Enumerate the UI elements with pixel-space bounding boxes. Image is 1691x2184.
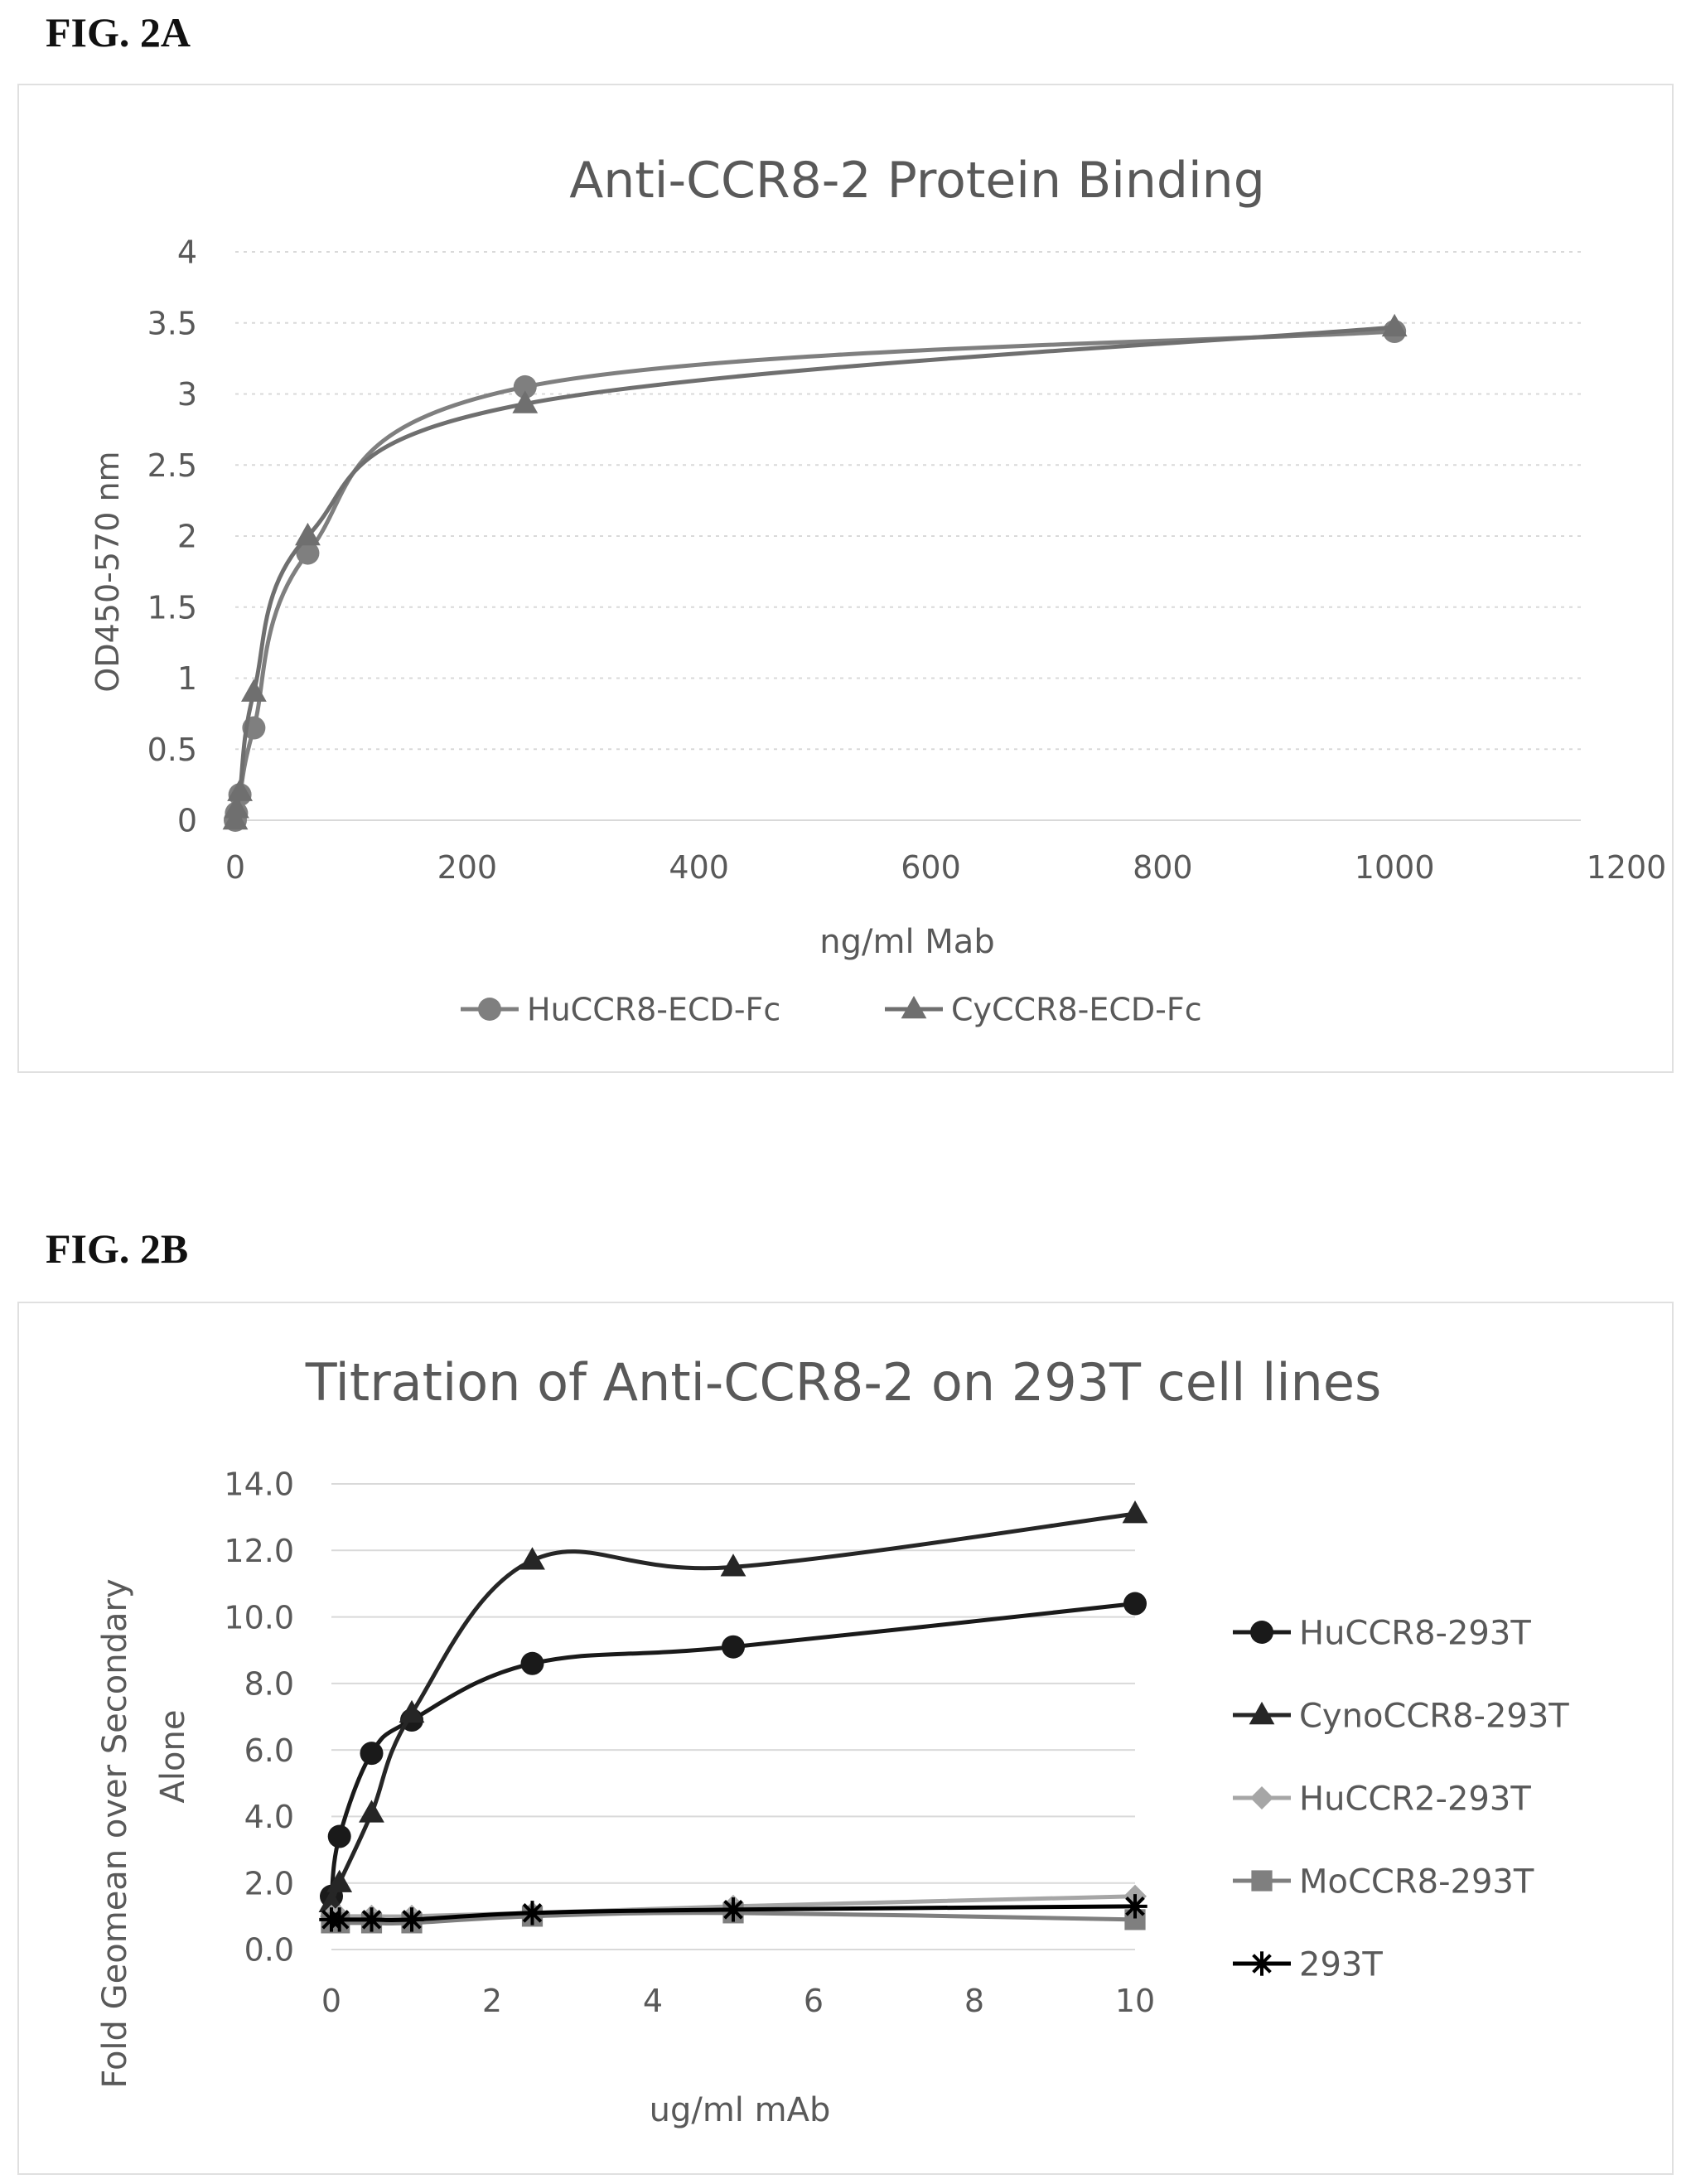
a-y-tick-label: 3 <box>177 376 197 413</box>
a-y-tick-label: 0 <box>177 803 197 839</box>
figure-2a-label: FIG. 2A <box>46 9 191 56</box>
a-legend-marker-huccr8-ecd-fc <box>478 998 501 1021</box>
a-point-cyccr8-ecd-fc <box>512 390 539 413</box>
a-y-tick-label: 2.5 <box>147 447 197 484</box>
a-point-cyccr8-ecd-fc <box>295 522 321 546</box>
chart-2a-ylabel: OD450-570 nm <box>89 451 126 692</box>
figure-2b-label: FIG. 2B <box>46 1225 189 1272</box>
a-y-tick-label: 0.5 <box>147 732 197 768</box>
a-point-cyccr8-ecd-fc <box>223 795 249 819</box>
a-series-line-cyccr8-ecd-fc <box>233 325 1395 821</box>
a-point-huccr8-ecd-fc <box>296 541 320 565</box>
a-y-tick-label: 4 <box>177 234 197 271</box>
a-x-tick-label: 1000 <box>1355 849 1435 886</box>
a-point-cyccr8-ecd-fc <box>227 778 253 801</box>
a-y-tick-label: 1.5 <box>147 589 197 626</box>
chart-2a-border <box>17 84 1674 1073</box>
a-x-tick-label: 600 <box>901 849 961 886</box>
a-y-tick-label: 1 <box>177 660 197 697</box>
chart-2a-title: Anti-CCR8-2 Protein Binding <box>569 152 1265 210</box>
chart-2a-xlabel: ng/ml Mab <box>819 923 994 961</box>
a-x-tick-label: 0 <box>225 849 245 886</box>
a-y-tick-label: 2 <box>177 519 197 555</box>
a-point-cyccr8-ecd-fc <box>222 806 249 830</box>
a-point-cyccr8-ecd-fc <box>240 679 267 702</box>
a-x-tick-label: 400 <box>669 849 729 886</box>
a-series-line-huccr8-ecd-fc <box>233 329 1395 821</box>
a-legend-label-cyccr8-ecd-fc: CyCCR8-ECD-Fc <box>951 992 1202 1028</box>
a-y-tick-label: 3.5 <box>147 305 197 341</box>
a-x-tick-label: 200 <box>437 849 498 886</box>
a-point-cyccr8-ecd-fc <box>1381 313 1408 337</box>
a-point-huccr8-ecd-fc <box>513 374 537 399</box>
a-legend-label-huccr8-ecd-fc: HuCCR8-ECD-Fc <box>527 992 780 1028</box>
a-x-tick-label: 800 <box>1133 849 1193 886</box>
a-x-tick-label: 1200 <box>1587 849 1667 886</box>
a-legend-marker-cyccr8-ecd-fc <box>901 995 927 1019</box>
